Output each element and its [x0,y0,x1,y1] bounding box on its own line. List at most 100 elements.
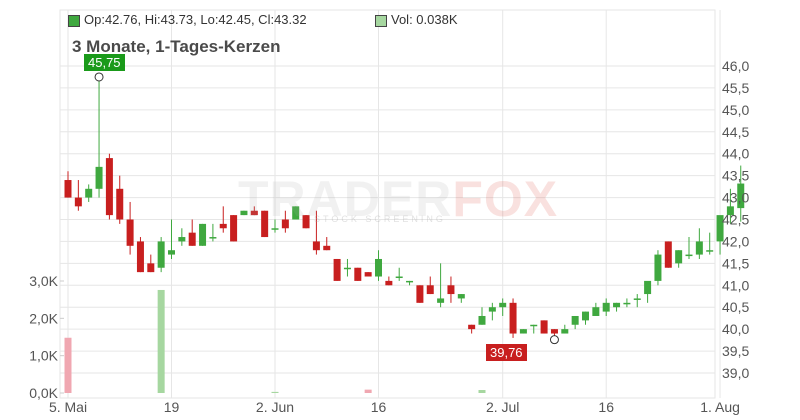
candle-body [613,302,621,308]
candle-body [147,263,155,273]
candle-body [395,276,403,279]
candle-body [178,237,186,242]
candle-body [716,215,724,242]
candle-body [312,241,320,251]
candle-body [261,210,269,238]
candle-body [561,329,569,334]
candle-body [74,197,82,207]
high-callout: 45,75 [84,54,125,71]
candle-body [240,210,248,216]
candle-body [737,183,745,209]
volume-legend-text: Vol: 0.038K [391,12,458,27]
price-tick-label: 41,0 [722,277,749,293]
candle-body [136,241,144,273]
volume-tick-label: 1,0K [29,348,58,364]
candle-body [695,241,703,255]
time-tick-label: 1. Aug [700,399,740,415]
volume-bar [157,289,165,393]
time-tick-label: 19 [164,399,180,415]
candle-body [509,302,517,334]
price-tick-label: 39,0 [722,365,749,381]
price-tick-label: 42,5 [722,212,749,228]
chart-subtitle: 3 Monate, 1-Tages-Kerzen [72,37,281,56]
volume-bar [271,391,279,393]
candle-body [447,285,455,295]
time-tick-label: 2. Jul [486,399,519,415]
watermark-logo: TRADERFOX [238,171,559,227]
candle-body [230,215,238,242]
candle-body [726,206,734,216]
candle-body [250,210,258,216]
candle-body [292,206,300,220]
price-tick-label: 41,5 [722,255,749,271]
candle-body [116,188,124,220]
price-tick-label: 45,5 [722,80,749,96]
candle-body [644,280,652,295]
candle-body [582,311,589,321]
price-tick-label: 43,5 [722,168,749,184]
price-tick-label: 44,0 [722,146,749,162]
candle-body [199,223,207,246]
candle-body [488,307,496,312]
candle-body [664,241,672,268]
time-tick-label: 2. Jun [256,399,294,415]
candle-body [602,302,610,312]
candle-body [105,158,113,216]
candle-body [478,315,486,325]
candle-body [468,324,476,330]
candle-body [333,258,341,281]
candle-body [157,241,165,268]
price-tick-label: 45,0 [722,102,749,118]
low-marker [549,335,559,345]
candle-body [209,237,217,239]
ohlc-legend-swatch [68,15,80,27]
candle-body [364,272,372,277]
candle-body [64,180,72,198]
volume-bar [364,389,372,393]
candle-body [219,223,227,229]
candle-body [685,254,693,257]
volume-legend-swatch [375,15,387,27]
price-tick-label: 39,5 [722,343,749,359]
plot-frame [59,9,716,399]
low-callout: 39,76 [486,344,527,361]
high-marker [94,72,104,82]
candle-body [499,302,507,308]
candle-body [375,258,382,277]
ohlc-legend-text: Op:42.76, Hi:43.73, Lo:42.45, Cl:43.32 [84,12,307,27]
candle-body [675,250,683,264]
candle-body [323,245,331,251]
price-tick-label: 40,5 [722,299,749,315]
volume-bar [64,337,72,393]
candle-body [426,285,434,295]
candle-body [281,219,289,229]
volume-tick-label: 2,0K [29,310,58,326]
watermark-subtitle: STOCK SCREENING [314,214,446,224]
time-tick-label: 16 [598,399,614,415]
candle-body [406,280,414,283]
candle-body [85,188,93,198]
candle-body [126,219,134,246]
candle-body [592,307,600,316]
price-tick-label: 43,0 [722,190,749,206]
candle-body [343,267,351,270]
candle-body [654,254,662,281]
candle-body [437,298,445,303]
volume-tick-label: 3,0K [29,273,58,289]
candle-body [633,298,641,300]
candle-body [385,280,393,286]
price-tick-label: 44,5 [722,124,749,140]
candle-body [95,166,103,189]
price-tick-label: 46,0 [722,58,749,74]
candle-body [188,232,196,246]
candle-body [623,302,631,305]
time-tick-label: 16 [371,399,387,415]
candle-body [571,315,579,325]
candle-body [550,329,558,334]
price-tick-label: 42,0 [722,233,749,249]
candle-body [706,250,714,252]
volume-bar [478,390,486,393]
volume-tick-label: 0,0K [29,385,58,401]
